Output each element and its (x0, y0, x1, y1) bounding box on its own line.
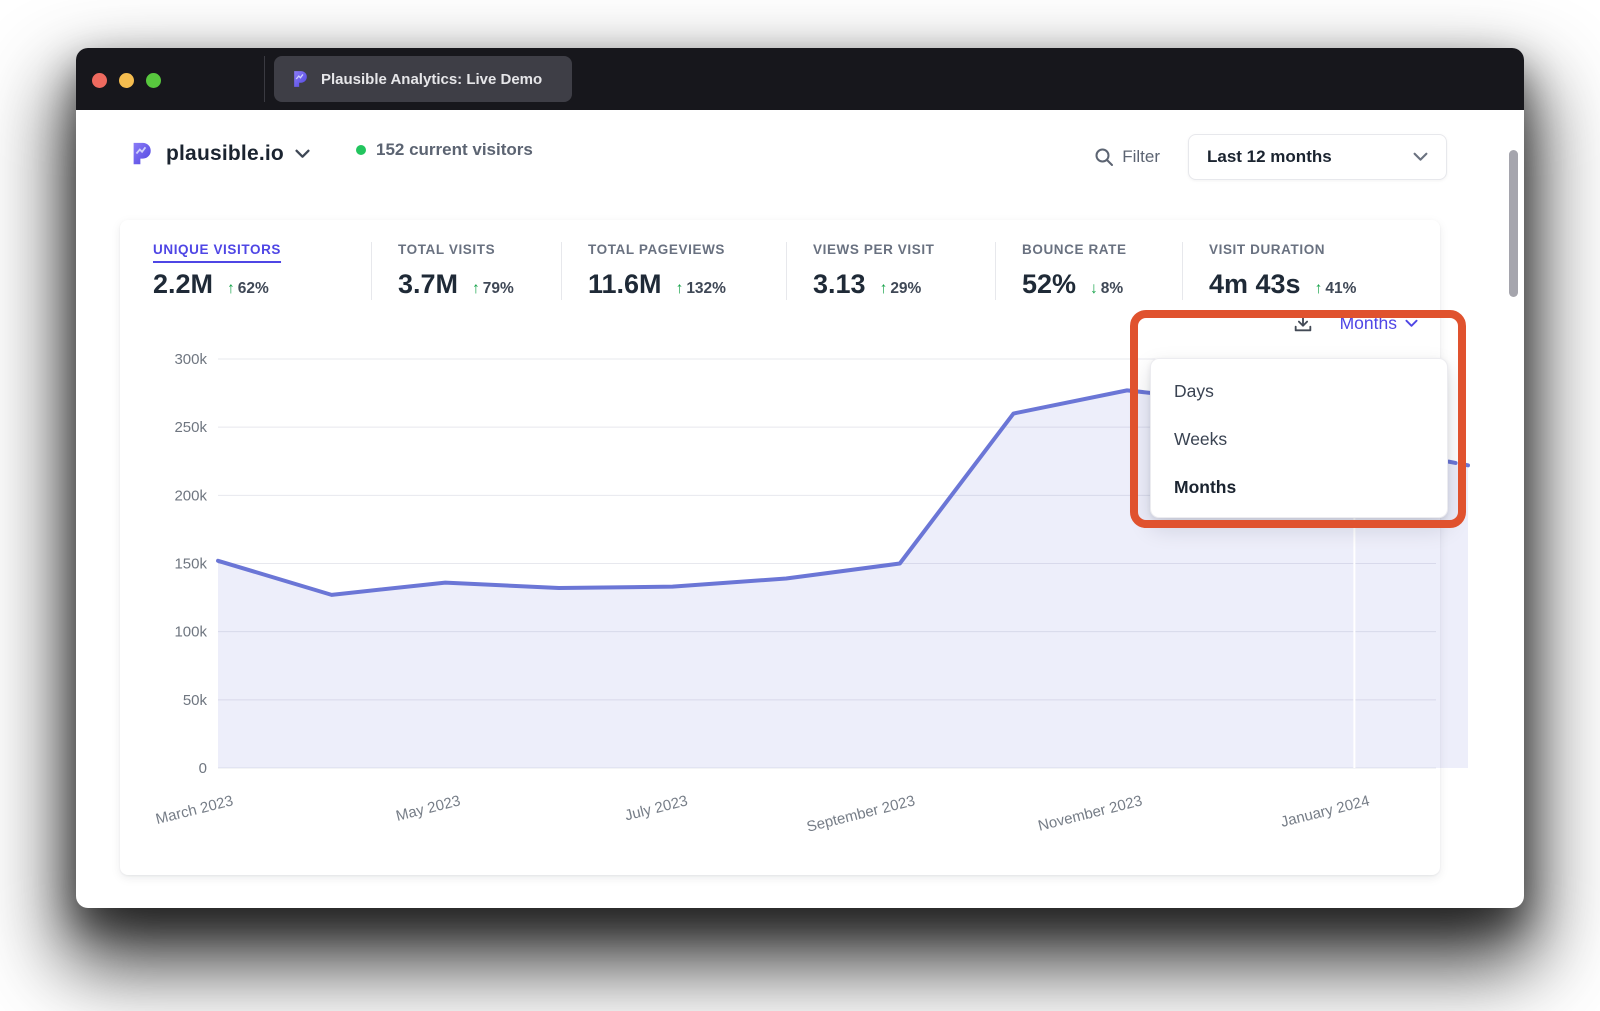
interval-dropdown-trigger[interactable]: Months (1340, 313, 1418, 334)
scrollbar-thumb[interactable] (1509, 150, 1518, 297)
menu-item-months[interactable]: Months (1174, 477, 1237, 497)
tab-divider (264, 56, 265, 102)
current-visitors[interactable]: 152 current visitors (356, 140, 533, 160)
plausible-logo-icon (133, 142, 151, 165)
menu-item-days[interactable]: Days (1174, 381, 1214, 401)
menu-item-weeks[interactable]: Weeks (1174, 429, 1228, 449)
up-arrow-icon: ↑ (879, 280, 888, 297)
stat-views-per-visit[interactable]: VIEWS PER VISIT 3.13 ↑ 29% (786, 242, 995, 300)
chevron-down-icon (1405, 319, 1418, 327)
svg-text:100k: 100k (174, 624, 207, 641)
current-visitors-text: 152 current visitors (376, 140, 533, 159)
live-dot-icon (356, 145, 366, 155)
svg-text:January 2024: January 2024 (1279, 792, 1371, 830)
date-range-value: Last 12 months (1207, 147, 1332, 166)
svg-text:September 2023: September 2023 (805, 792, 917, 835)
browser-tab[interactable]: Plausible Analytics: Live Demo (274, 56, 572, 102)
stat-unique-visitors[interactable]: UNIQUE VISITORS 2.2M ↑ 62% (153, 242, 282, 299)
svg-text:50k: 50k (183, 692, 208, 709)
down-arrow-icon: ↓ (1090, 280, 1098, 297)
minimize-button[interactable] (119, 72, 134, 88)
svg-text:300k: 300k (174, 351, 207, 368)
tab-title: Plausible Analytics: Live Demo (321, 70, 543, 88)
interval-selected: Months (1339, 312, 1397, 333)
zoom-button[interactable] (146, 72, 161, 88)
stat-total-pageviews[interactable]: TOTAL PAGEVIEWS 11.6M ↑ 132% (561, 242, 786, 300)
svg-text:200k: 200k (174, 487, 207, 504)
svg-text:May 2023: May 2023 (394, 792, 462, 824)
analytics-card: UNIQUE VISITORS 2.2M ↑ 62% TOTAL VISITS 3… (120, 220, 1470, 875)
filter-button[interactable]: Filter (1094, 147, 1160, 167)
stat-bounce-rate[interactable]: BOUNCE RATE 52% ↓ 8% (995, 242, 1182, 300)
chevron-down-icon (295, 149, 310, 158)
up-arrow-icon: ↑ (1314, 280, 1323, 297)
interval-dropdown-menu: Days Weeks Months (1150, 358, 1448, 518)
filter-label: Filter (1122, 147, 1160, 166)
site-switcher[interactable]: plausible.io (128, 140, 310, 167)
svg-text:November 2023: November 2023 (1036, 792, 1144, 834)
stat-total-visits[interactable]: TOTAL VISITS 3.7M ↑ 79% (371, 242, 561, 300)
svg-text:March 2023: March 2023 (154, 792, 235, 828)
search-icon (1095, 148, 1114, 166)
browser-titlebar: Plausible Analytics: Live Demo (76, 48, 1524, 110)
stat-visit-duration[interactable]: VISIT DURATION 4m 43s ↑ 41% (1182, 242, 1412, 300)
up-arrow-icon: ↑ (675, 280, 684, 297)
date-range-dropdown[interactable]: Last 12 months (1188, 134, 1447, 180)
up-arrow-icon: ↑ (227, 280, 235, 297)
plausible-favicon-icon (294, 71, 307, 87)
chevron-down-icon (1413, 152, 1428, 161)
close-button[interactable] (92, 72, 107, 88)
svg-text:July 2023: July 2023 (623, 792, 689, 824)
browser-window: Plausible Analytics: Live Demo plausible… (76, 48, 1524, 908)
download-icon[interactable] (1292, 312, 1314, 334)
stats-row: UNIQUE VISITORS 2.2M ↑ 62% TOTAL VISITS 3… (120, 220, 1440, 300)
svg-text:250k: 250k (174, 419, 207, 436)
svg-text:150k: 150k (174, 556, 207, 573)
svg-text:0: 0 (199, 760, 207, 777)
up-arrow-icon: ↑ (472, 280, 480, 297)
site-name: plausible.io (166, 141, 284, 165)
